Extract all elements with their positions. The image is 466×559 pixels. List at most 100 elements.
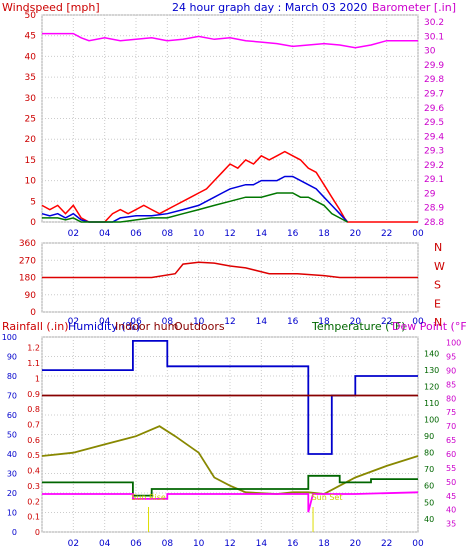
temperature-tick-label: 110 bbox=[424, 399, 439, 408]
x-tick-label: 14 bbox=[256, 539, 268, 549]
x-tick-label: 06 bbox=[130, 539, 142, 549]
wind-barometer-panel: 0 5 10 15 20 25 30 35 40 45 50 28.8 28.9 29 29.1 29.2 29… bbox=[25, 11, 445, 239]
x-tick-label: 14 bbox=[256, 317, 268, 327]
dewpoint-tick-label: 80 bbox=[446, 394, 456, 403]
humidity-temperature-panel: 010203040506070809010000.10.20.30.40.50.… bbox=[2, 333, 462, 549]
series-line bbox=[42, 192, 348, 223]
y-right-tick-label: 29.9 bbox=[424, 61, 444, 71]
y-right-tick-label: 29.8 bbox=[424, 75, 444, 85]
y-right-tick-label: 30.2 bbox=[424, 18, 444, 28]
plot-area bbox=[41, 14, 419, 223]
x-tick-label: 20 bbox=[350, 229, 362, 239]
y-tick-label: 10 bbox=[25, 177, 37, 187]
x-tick-label: 00 bbox=[412, 229, 424, 239]
rain-tick-label: 0.6 bbox=[27, 436, 40, 445]
humidity-tick-label: 20 bbox=[7, 489, 17, 498]
rain-tick-label: 0.9 bbox=[27, 390, 40, 399]
humidity-tick-label: 50 bbox=[7, 431, 17, 440]
x-tick-label: 10 bbox=[193, 317, 205, 327]
y-tick-label: 45 bbox=[25, 32, 36, 42]
y-right-tick-label: 30.1 bbox=[424, 32, 444, 42]
dewpoint-tick-label: 95 bbox=[446, 353, 456, 362]
x-tick-label: 10 bbox=[193, 539, 205, 549]
y-tick-label: 0 bbox=[30, 218, 36, 228]
x-tick-label: 08 bbox=[162, 539, 174, 549]
y-tick-label: 180 bbox=[19, 274, 36, 284]
temperature-tick-label: 130 bbox=[424, 366, 439, 375]
humidity-tick-label: 40 bbox=[7, 450, 17, 459]
humidity-tick-label: 60 bbox=[7, 411, 17, 420]
y-right-tick-label: 29 bbox=[424, 189, 436, 199]
x-tick-label: 18 bbox=[318, 317, 330, 327]
rain-tick-label: 0.8 bbox=[27, 405, 40, 414]
y-tick-label: 40 bbox=[25, 52, 37, 62]
temperature-tick-label: 50 bbox=[424, 498, 434, 507]
rain-tick-label: 0.4 bbox=[27, 467, 40, 476]
y-tick-label: 25 bbox=[25, 115, 36, 125]
dewpoint-axis-title: Dew Point (°F) bbox=[392, 320, 466, 333]
humidity-tick-label: 70 bbox=[7, 392, 17, 401]
y-tick-label: 0 bbox=[30, 308, 36, 318]
series-line bbox=[42, 261, 418, 279]
rain-tick-label: 0.7 bbox=[27, 421, 40, 430]
indoor-hum-label: Indoor hum bbox=[115, 320, 178, 333]
temperature-tick-label: 100 bbox=[424, 416, 439, 425]
x-tick-label: 16 bbox=[287, 317, 299, 327]
y-right-tick-label: 29.7 bbox=[424, 90, 444, 100]
x-tick-label: 06 bbox=[130, 229, 142, 239]
x-tick-label: 08 bbox=[162, 229, 174, 239]
temperature-tick-label: 80 bbox=[424, 449, 434, 458]
series-line bbox=[42, 32, 418, 49]
y-right-tick-label: 29.2 bbox=[424, 161, 444, 171]
y-tick-label: 15 bbox=[25, 156, 36, 166]
y-tick-label: 270 bbox=[19, 256, 36, 266]
dewpoint-tick-label: 40 bbox=[446, 506, 456, 515]
x-tick-label: 04 bbox=[99, 317, 111, 327]
y-tick-label: 360 bbox=[19, 239, 36, 249]
humidity-tick-label: 0 bbox=[12, 528, 17, 537]
direction-label: E bbox=[434, 297, 441, 310]
x-tick-label: 22 bbox=[381, 539, 392, 549]
dewpoint-tick-label: 85 bbox=[446, 380, 456, 389]
x-tick-label: 12 bbox=[224, 539, 235, 549]
rain-tick-label: 0.5 bbox=[27, 451, 40, 460]
rain-tick-label: 0.1 bbox=[27, 513, 40, 522]
dewpoint-tick-label: 90 bbox=[446, 366, 456, 375]
x-tick-label: 20 bbox=[350, 317, 362, 327]
y-right-tick-label: 28.9 bbox=[424, 204, 444, 214]
rain-tick-label: 1.2 bbox=[27, 344, 40, 353]
x-tick-label: 04 bbox=[99, 229, 111, 239]
y-right-tick-label: 29.3 bbox=[424, 147, 444, 157]
dewpoint-tick-label: 65 bbox=[446, 436, 456, 445]
x-tick-label: 18 bbox=[318, 229, 330, 239]
rainfall-axis-title: Rainfall (.in) bbox=[2, 320, 69, 333]
y-right-tick-label: 29.6 bbox=[424, 104, 444, 114]
dewpoint-tick-label: 55 bbox=[446, 464, 456, 473]
temperature-tick-label: 70 bbox=[424, 465, 434, 474]
direction-label: N bbox=[434, 316, 442, 329]
x-tick-label: 02 bbox=[68, 317, 79, 327]
direction-label: W bbox=[434, 260, 445, 273]
x-tick-label: 12 bbox=[224, 317, 235, 327]
temperature-tick-label: 60 bbox=[424, 482, 434, 491]
y-tick-label: 20 bbox=[25, 135, 37, 145]
dewpoint-tick-label: 35 bbox=[446, 520, 456, 529]
rain-tick-label: 0.2 bbox=[27, 497, 40, 506]
windspeed-axis-title: Windspeed [mph] bbox=[2, 1, 100, 14]
y-tick-label: 5 bbox=[30, 197, 36, 207]
series-line bbox=[41, 175, 349, 223]
series-line bbox=[42, 339, 418, 455]
y-right-tick-label: 30 bbox=[424, 47, 436, 57]
humidity-tick-label: 10 bbox=[7, 509, 17, 518]
x-tick-label: 16 bbox=[287, 539, 299, 549]
temperature-tick-label: 140 bbox=[424, 350, 439, 359]
humidity-tick-label: 90 bbox=[7, 353, 17, 362]
dewpoint-tick-label: 70 bbox=[446, 422, 456, 431]
x-tick-label: 20 bbox=[350, 539, 362, 549]
temperature-axis-title: Temperature (°F) bbox=[311, 320, 406, 333]
x-tick-label: 18 bbox=[318, 539, 330, 549]
y-right-tick-label: 28.8 bbox=[424, 218, 444, 228]
direction-label: N bbox=[434, 241, 442, 254]
